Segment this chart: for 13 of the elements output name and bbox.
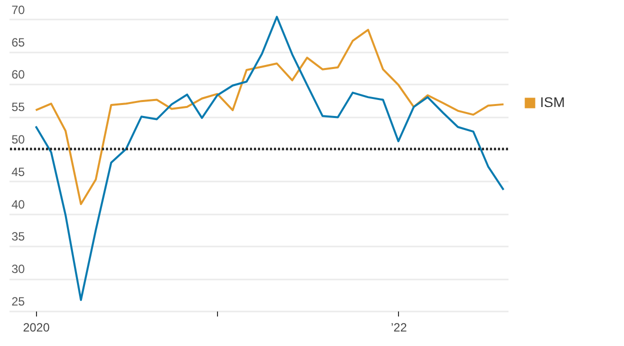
y-tick-label: 45 (12, 164, 26, 179)
y-tick-label: 25 (12, 294, 26, 308)
legend-label: ISM (540, 94, 565, 110)
y-tick-label: 65 (12, 35, 26, 50)
y-tick-label: 50 (12, 132, 26, 147)
y-tick-label: 35 (12, 230, 26, 244)
y-tick-label: 60 (12, 68, 26, 82)
y-tick-label: 70 (12, 2, 26, 17)
y-tick-label: 40 (12, 197, 26, 212)
x-tick-label: 2020 (22, 320, 50, 334)
y-tick-label: 30 (12, 262, 26, 276)
y-tick-label: 55 (12, 100, 26, 114)
x-tick-label: ’22 (390, 320, 408, 334)
